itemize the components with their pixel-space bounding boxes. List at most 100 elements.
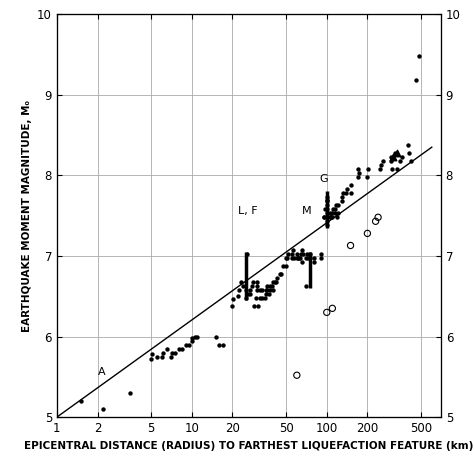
Point: [389, 153, 397, 161]
Point: [391, 149, 399, 156]
Point: [268, 282, 275, 290]
X-axis label: EPICENTRAL DISTANCE (RADIUS) TO FARTHEST LIQUEFACTION FEATURE (km): EPICENTRAL DISTANCE (RADIUS) TO FARTHEST…: [24, 440, 474, 450]
Point: [343, 189, 350, 197]
Point: [393, 165, 401, 173]
Point: [188, 337, 196, 345]
Text: G: G: [319, 174, 328, 184]
Point: [404, 141, 412, 148]
Text: M: M: [301, 206, 311, 216]
Point: [264, 290, 272, 298]
Point: [338, 193, 346, 201]
Point: [242, 286, 250, 293]
Point: [289, 246, 297, 253]
Point: [175, 346, 182, 353]
Point: [258, 294, 265, 301]
Point: [323, 213, 330, 221]
Point: [377, 161, 384, 169]
Point: [320, 213, 328, 221]
Point: [258, 286, 266, 293]
Point: [328, 213, 336, 221]
Point: [406, 149, 413, 156]
Point: [263, 286, 271, 293]
Point: [228, 302, 236, 310]
Point: [331, 210, 339, 217]
Point: [191, 334, 199, 341]
Point: [242, 294, 249, 301]
Point: [412, 76, 420, 84]
Point: [229, 295, 237, 302]
Point: [148, 350, 156, 358]
Point: [248, 282, 256, 290]
Point: [185, 341, 192, 348]
Point: [266, 282, 274, 290]
Point: [294, 254, 301, 261]
Point: [212, 334, 219, 341]
Point: [339, 189, 346, 197]
Point: [388, 165, 395, 173]
Point: [293, 254, 301, 261]
Point: [364, 173, 371, 181]
Point: [323, 210, 331, 217]
Point: [269, 286, 277, 293]
Y-axis label: EARTHQUAKE MOMENT MAGNITUDE, M₀: EARTHQUAKE MOMENT MAGNITUDE, M₀: [22, 100, 32, 332]
Point: [163, 346, 170, 353]
Point: [158, 354, 166, 361]
Point: [328, 210, 336, 217]
Point: [254, 278, 261, 285]
Point: [332, 201, 340, 209]
Point: [343, 185, 351, 193]
Point: [243, 250, 250, 257]
Point: [285, 250, 292, 257]
Point: [99, 405, 107, 413]
Point: [302, 282, 310, 290]
Point: [279, 262, 286, 269]
Point: [256, 286, 264, 293]
Point: [326, 213, 333, 221]
Point: [77, 397, 84, 405]
Point: [334, 210, 341, 217]
Point: [216, 341, 223, 348]
Point: [338, 197, 346, 205]
Point: [235, 286, 242, 293]
Point: [329, 205, 337, 213]
Point: [332, 205, 339, 213]
Point: [321, 205, 329, 213]
Point: [299, 258, 306, 265]
Point: [272, 278, 280, 285]
Point: [193, 334, 201, 341]
Point: [374, 213, 382, 221]
Point: [255, 302, 262, 310]
Point: [283, 254, 290, 261]
Point: [253, 286, 260, 293]
Point: [303, 250, 310, 257]
Point: [270, 278, 277, 285]
Point: [237, 278, 245, 285]
Point: [246, 286, 254, 293]
Point: [347, 181, 355, 189]
Point: [168, 350, 175, 357]
Point: [246, 290, 254, 298]
Point: [354, 173, 362, 181]
Point: [249, 278, 256, 285]
Point: [310, 258, 318, 265]
Point: [288, 254, 295, 261]
Point: [182, 341, 190, 348]
Point: [290, 254, 298, 261]
Point: [398, 153, 406, 161]
Point: [234, 292, 242, 300]
Point: [244, 290, 252, 298]
Point: [295, 254, 302, 261]
Point: [323, 218, 331, 225]
Point: [388, 153, 395, 161]
Text: A: A: [98, 367, 105, 377]
Point: [276, 270, 284, 277]
Point: [328, 305, 336, 312]
Point: [327, 213, 335, 221]
Point: [310, 254, 318, 261]
Point: [293, 250, 301, 257]
Point: [323, 221, 330, 229]
Point: [219, 341, 227, 348]
Point: [302, 254, 310, 261]
Point: [334, 213, 341, 221]
Point: [153, 353, 161, 361]
